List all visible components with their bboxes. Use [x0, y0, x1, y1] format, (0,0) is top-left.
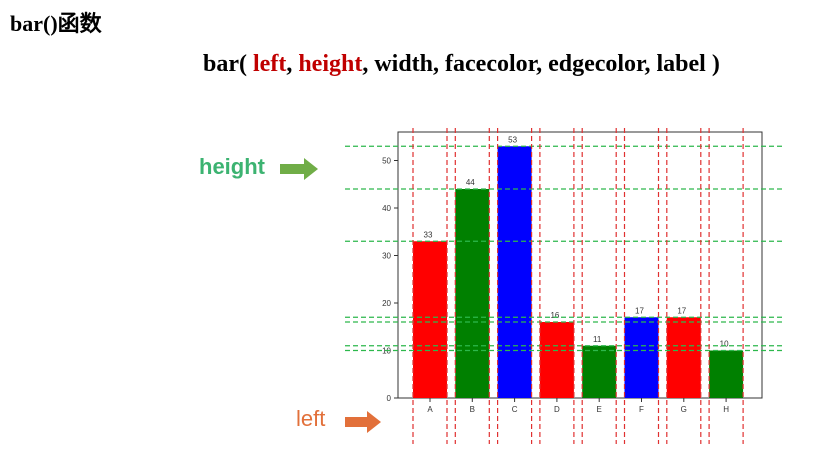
- left-arrow-icon: [345, 411, 381, 433]
- x-tick-label: A: [427, 405, 433, 414]
- data-label: 16: [550, 311, 559, 320]
- x-tick-label: H: [723, 405, 729, 414]
- plot-frame: [397, 131, 763, 399]
- data-label: 17: [677, 306, 686, 315]
- y-tick-label: 40: [382, 204, 391, 213]
- data-label: 11: [593, 335, 602, 344]
- data-label: 53: [508, 135, 517, 144]
- left-annotation-label: left: [296, 406, 326, 431]
- signature-sep: ,: [286, 51, 299, 77]
- y-tick-label: 30: [382, 252, 391, 261]
- page-title: bar()函数: [10, 11, 102, 36]
- data-label: 44: [466, 178, 475, 187]
- signature-prefix: bar(: [203, 51, 253, 77]
- x-tick-label: G: [681, 405, 687, 414]
- y-tick-label: 50: [382, 157, 391, 166]
- bar-F: [624, 317, 659, 398]
- function-signature: bar( left, height, width, facecolor, edg…: [203, 51, 720, 78]
- bar-E: [582, 345, 617, 398]
- x-tick-label: D: [554, 405, 560, 414]
- data-label: 17: [635, 306, 644, 315]
- bar-G: [666, 317, 701, 398]
- x-tick-label: C: [512, 405, 518, 414]
- height-annotation-label: height: [199, 154, 265, 179]
- x-tick-label: F: [639, 405, 644, 414]
- signature-left-param: left: [253, 51, 287, 77]
- bar-D: [539, 322, 574, 398]
- data-label: 10: [720, 340, 729, 349]
- signature-height-param: height: [298, 51, 363, 77]
- height-arrow-icon: [280, 158, 318, 180]
- data-label: 33: [424, 230, 433, 239]
- y-tick-label: 20: [382, 299, 391, 308]
- bar-A: [413, 241, 447, 398]
- x-tick-label: E: [597, 405, 602, 414]
- bar-B: [455, 189, 490, 398]
- y-tick-label: 0: [387, 394, 392, 403]
- bar-C: [497, 146, 532, 398]
- x-tick-label: B: [470, 405, 475, 414]
- bar-H: [709, 350, 744, 398]
- signature-rest: , width, facecolor, edgecolor, label ): [362, 51, 720, 77]
